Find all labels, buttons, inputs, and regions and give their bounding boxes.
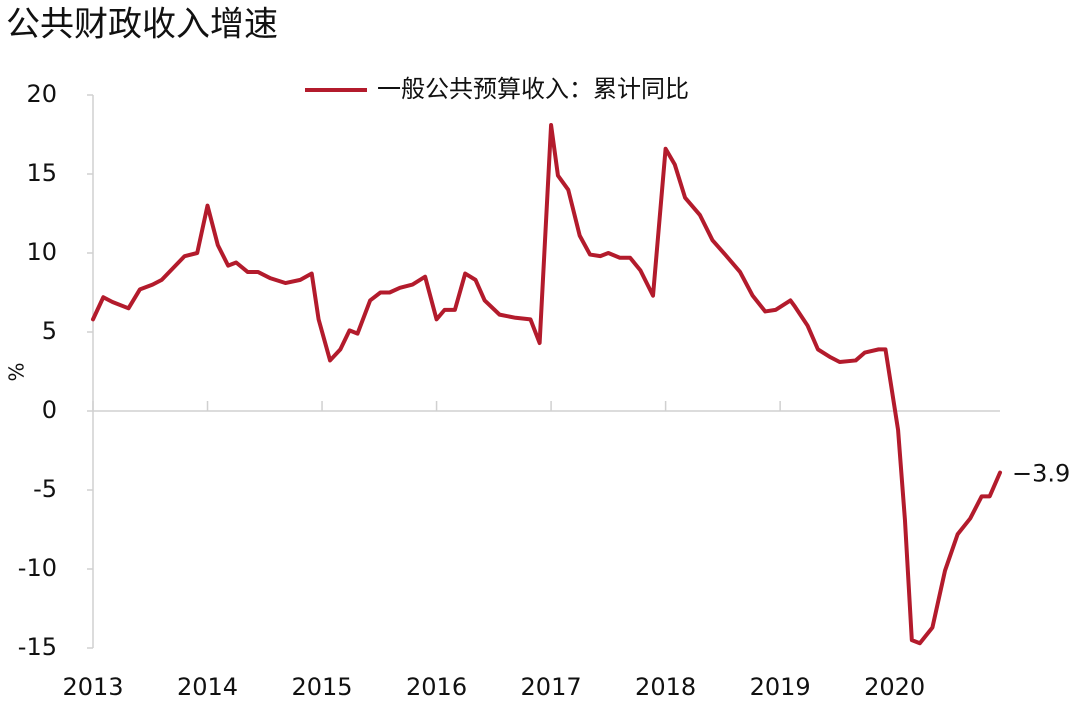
- data-line: [91, 123, 1002, 646]
- chart-title: 公共财政收入增速: [6, 5, 278, 45]
- x-tick-label: 2015: [292, 673, 353, 701]
- y-tick-label: 0: [42, 396, 57, 424]
- x-tick-label: 2018: [635, 673, 696, 701]
- y-tick-label: 15: [26, 159, 57, 187]
- y-tick-label: -5: [33, 475, 57, 503]
- y-tick-label: 10: [26, 238, 57, 266]
- legend-label: 一般公共预算收入：累计同比: [377, 75, 689, 103]
- x-tick-label: 2016: [406, 673, 467, 701]
- x-tick-label: 2014: [177, 673, 238, 701]
- y-tick-label: 5: [42, 317, 57, 345]
- x-tick-label: 2019: [750, 673, 811, 701]
- x-tick-label: 2017: [521, 673, 582, 701]
- x-tick-label: 2020: [864, 673, 925, 701]
- y-tick-label: -15: [18, 633, 57, 661]
- y-tick-label: -10: [18, 554, 57, 582]
- y-axis-label: %: [5, 362, 29, 381]
- y-tick-label: 20: [26, 80, 57, 108]
- x-tick-label: 2013: [62, 673, 123, 701]
- annotation: −3.9: [1012, 460, 1070, 488]
